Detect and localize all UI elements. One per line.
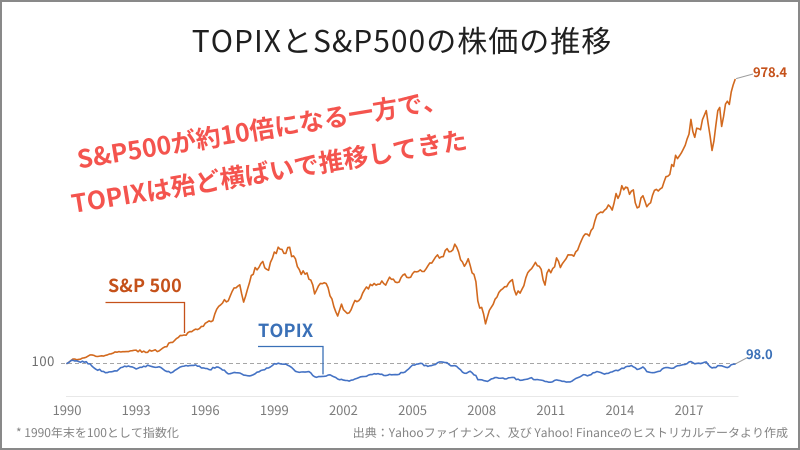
sp500-callout-line xyxy=(105,301,186,333)
x-axis-labels: 1990 1993 1996 1999 2002 2005 2008 2011 2014 2017 xyxy=(53,400,704,419)
topix-callout-line xyxy=(258,345,324,375)
chart-title: TOPIXとS&P500の株価の推移 xyxy=(191,17,613,61)
x-tick-label: 2014 xyxy=(605,400,634,419)
x-tick-label: 2008 xyxy=(467,400,496,419)
footnote: * 1990年末を100として指数化 xyxy=(16,424,179,441)
x-tick-label: 2017 xyxy=(675,400,704,419)
x-tick-label: 1990 xyxy=(53,400,82,419)
baseline-value-label: 100 xyxy=(31,351,55,370)
topix-line xyxy=(66,359,736,384)
x-tick-label: 2005 xyxy=(398,400,427,419)
x-tick-label: 2011 xyxy=(536,400,565,419)
sp500-end-value-label: 978.4 xyxy=(753,62,787,81)
sp500-end-connector-line xyxy=(735,73,754,80)
sp500-line xyxy=(66,78,736,365)
source-note: 出典：Yahooファイナンス、及び Yahoo! Financeのヒストリカルデ… xyxy=(352,424,788,441)
x-tick-label: 1996 xyxy=(191,400,220,419)
sp500-series-label: S&P 500 xyxy=(108,272,182,298)
x-tick-label: 1993 xyxy=(122,400,151,419)
topix-series-label: TOPIX xyxy=(258,317,314,343)
x-tick-label: 1999 xyxy=(260,400,289,419)
topix-end-connector-line xyxy=(735,357,748,365)
topix-end-value-label: 98.0 xyxy=(746,344,773,363)
x-tick-label: 2002 xyxy=(329,400,358,419)
